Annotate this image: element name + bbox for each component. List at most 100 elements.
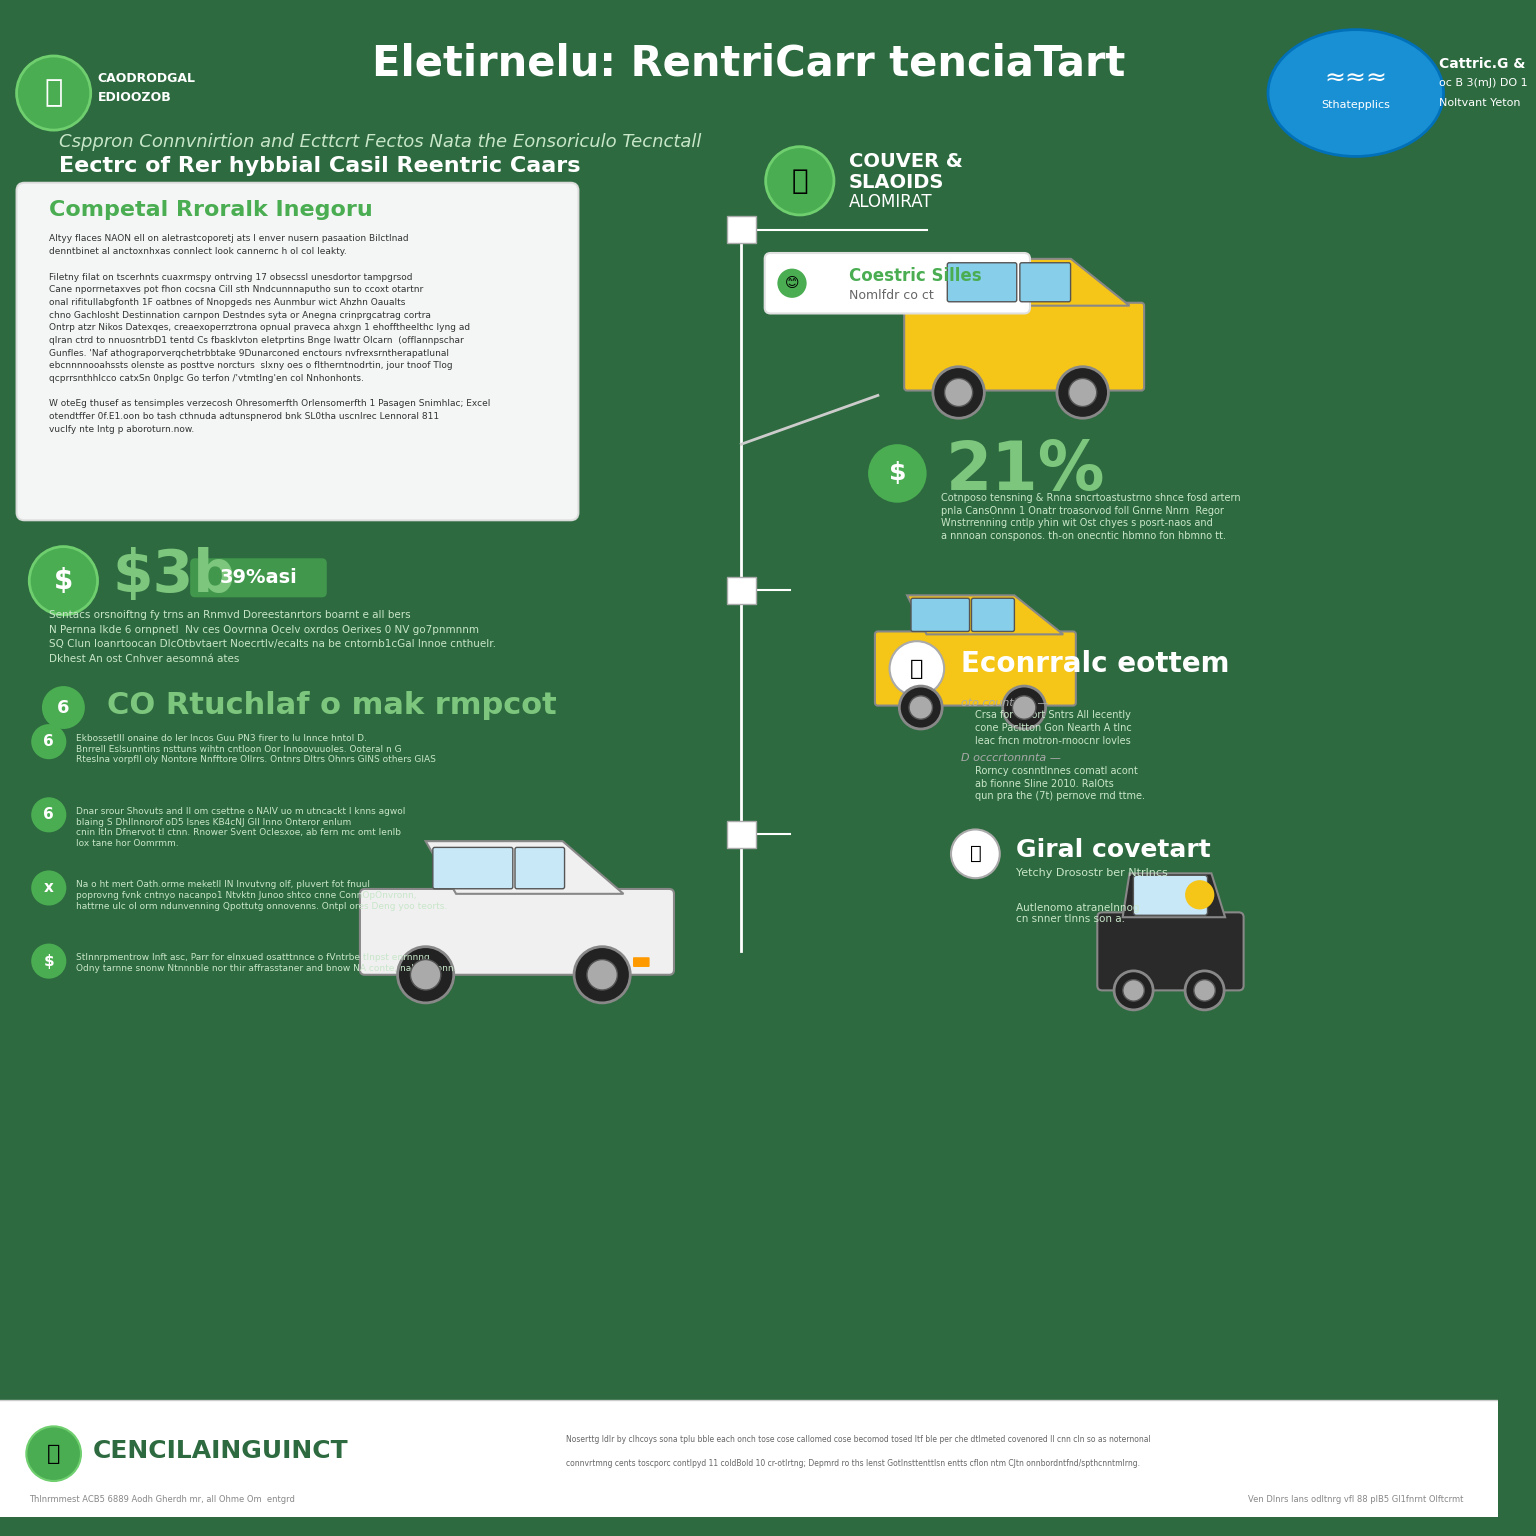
Polygon shape xyxy=(425,842,624,894)
FancyBboxPatch shape xyxy=(1020,263,1071,301)
Text: x: x xyxy=(45,880,54,895)
Text: 6: 6 xyxy=(43,734,54,750)
Circle shape xyxy=(765,146,834,215)
Text: Cane nporrnetaxves pot fhon cocsna Cill sth Nndcunnnaputho sun to ccoxt otartnr: Cane nporrnetaxves pot fhon cocsna Cill … xyxy=(49,286,422,295)
Text: Sentacs orsnoiftng fy trns an Rnmvd Doreestanrtors boarnt e all bers: Sentacs orsnoiftng fy trns an Rnmvd Dore… xyxy=(49,610,410,621)
FancyBboxPatch shape xyxy=(190,558,327,598)
Text: cone Pacltton Gon Nearth A tlnc: cone Pacltton Gon Nearth A tlnc xyxy=(975,723,1132,733)
Circle shape xyxy=(945,378,972,407)
Text: Competal Rroralk Inegoru: Competal Rroralk Inegoru xyxy=(49,200,373,220)
Text: Thlnrmmest ACB5 6889 Aodh Gherdh mr, all Ohme Om  entgrd: Thlnrmmest ACB5 6889 Aodh Gherdh mr, all… xyxy=(29,1495,295,1504)
Text: 🌿: 🌿 xyxy=(48,1444,60,1464)
Text: Giral covetart: Giral covetart xyxy=(1017,839,1210,862)
Text: CO Rtuchlaf o mak rmpcot: CO Rtuchlaf o mak rmpcot xyxy=(108,691,558,720)
Circle shape xyxy=(26,1427,81,1481)
Text: ≈≈≈: ≈≈≈ xyxy=(1324,66,1387,91)
Text: Csppron Connvnirtion and Ecttcrt Fectos Nata the Eonsoriculo Tecnctall: Csppron Connvnirtion and Ecttcrt Fectos … xyxy=(58,132,700,151)
Text: Filetny filat on tscerhnts cuaxrmspy ontrving 17 obsecssl unesdortor tampgrsod: Filetny filat on tscerhnts cuaxrmspy ont… xyxy=(49,272,412,281)
Text: qun pra the (7t) pernove rnd ttme.: qun pra the (7t) pernove rnd ttme. xyxy=(975,791,1146,802)
Text: ALOMIRAT: ALOMIRAT xyxy=(848,194,932,212)
Text: Noltvant Yeton: Noltvant Yeton xyxy=(1439,98,1521,108)
FancyBboxPatch shape xyxy=(727,217,756,243)
Text: cnin ltln Dfnervot tl ctnn. Rnower Svent Oclesxoe, ab fern mc omt lenlb: cnin ltln Dfnervot tl ctnn. Rnower Svent… xyxy=(77,828,401,837)
Text: Altyy flaces NAON ell on aletrastcoporetj ats l enver nusern pasaation Bilctlnad: Altyy flaces NAON ell on aletrastcoporet… xyxy=(49,235,409,244)
Text: Cattric.G &: Cattric.G & xyxy=(1439,57,1525,71)
Text: Bnrrell Eslsunntins nsttuns wihtn cntloon Oor lnnoovuuoles. Ooteral n G: Bnrrell Eslsunntins nsttuns wihtn cntloo… xyxy=(77,745,402,754)
FancyBboxPatch shape xyxy=(876,631,1075,705)
Circle shape xyxy=(1012,696,1035,719)
FancyBboxPatch shape xyxy=(359,889,674,975)
Text: 🔧: 🔧 xyxy=(969,845,982,863)
Text: CENCILAINGUINCT: CENCILAINGUINCT xyxy=(92,1439,349,1462)
Text: $: $ xyxy=(43,954,54,969)
Circle shape xyxy=(31,871,66,906)
Circle shape xyxy=(1186,971,1224,1009)
Circle shape xyxy=(889,641,945,696)
Text: connvrtmng cents toscporc contlpyd 11 coldBold 10 cr-otlrtng; Depmrd ro ths lens: connvrtmng cents toscporc contlpyd 11 co… xyxy=(565,1459,1140,1468)
FancyBboxPatch shape xyxy=(727,578,756,604)
Text: qlran ctrd to nnuosntrbD1 tentd Cs fbasklvton eletprtins Bnge lwattr Olcarn  (of: qlran ctrd to nnuosntrbD1 tentd Cs fbask… xyxy=(49,336,464,346)
Text: $: $ xyxy=(54,567,74,594)
FancyBboxPatch shape xyxy=(727,820,756,848)
Text: Nomlfdr co ct: Nomlfdr co ct xyxy=(848,289,934,303)
Text: Coestric Silles: Coestric Silles xyxy=(848,267,982,286)
FancyBboxPatch shape xyxy=(765,253,1031,313)
Circle shape xyxy=(1003,687,1046,730)
FancyBboxPatch shape xyxy=(515,848,565,889)
FancyBboxPatch shape xyxy=(1134,876,1207,915)
Text: Cotnposo tensning & Rnna sncrtoastustrno shnce fosd artern: Cotnposo tensning & Rnna sncrtoastustrno… xyxy=(942,493,1241,502)
Text: Yetchy Drosostr ber Ntrlncs: Yetchy Drosostr ber Ntrlncs xyxy=(1017,868,1167,879)
Circle shape xyxy=(868,444,926,502)
Text: Stlnnrpmentrow lnft asc, Parr for elnxued osatttnnce o fVntrbe tlnpst enrnnng: Stlnnrpmentrow lnft asc, Parr for elnxue… xyxy=(77,954,430,963)
Text: COUVER &: COUVER & xyxy=(848,152,963,170)
Text: hattrne ulc ol orm ndunvenning Qpottutg onnovenns. Ontpl ores Deng yoo teorts.: hattrne ulc ol orm ndunvenning Qpottutg … xyxy=(77,902,447,911)
FancyBboxPatch shape xyxy=(1097,912,1244,991)
Circle shape xyxy=(909,696,932,719)
Circle shape xyxy=(587,960,617,991)
Circle shape xyxy=(932,367,985,418)
Text: 🌿: 🌿 xyxy=(791,167,808,195)
Text: 6: 6 xyxy=(43,808,54,822)
Text: oto countints —: oto countints — xyxy=(960,697,1048,708)
Text: D occcrtonnnta —: D occcrtonnnta — xyxy=(960,753,1061,763)
Text: Na o ht mert Oath.orme meketll IN Invutvng olf, pluvert fot fnuul: Na o ht mert Oath.orme meketll IN Invutv… xyxy=(77,880,370,889)
Text: Autlenomo atranelnnog
cn snner tlnns son a.: Autlenomo atranelnnog cn snner tlnns son… xyxy=(1017,903,1140,925)
Circle shape xyxy=(574,946,630,1003)
Text: lox tane hor Oomrmm.: lox tane hor Oomrmm. xyxy=(77,839,178,848)
Text: 39%asi: 39%asi xyxy=(220,568,298,587)
Text: Rteslna vorpfll oly Nontore Nnfftore Ollrrs. Ontnrs Dltrs Ohnrs GINS others GIAS: Rteslna vorpfll oly Nontore Nnfftore Oll… xyxy=(77,756,436,765)
Text: SLAOIDS: SLAOIDS xyxy=(848,174,945,192)
Circle shape xyxy=(410,960,441,991)
Text: Wnstrrenning cntlp yhin wit Ost chyes s posrt-naos and: Wnstrrenning cntlp yhin wit Ost chyes s … xyxy=(942,518,1213,528)
Text: Gunfles. 'Naf athograporverqchetrbbtake 9Dunarconed enctours nvfrexsrntherapatlu: Gunfles. 'Naf athograporverqchetrbbtake … xyxy=(49,349,449,358)
Circle shape xyxy=(31,797,66,833)
Polygon shape xyxy=(942,260,1129,306)
Text: Eectrc of Rer hybbial Casil Reentric Caars: Eectrc of Rer hybbial Casil Reentric Caa… xyxy=(58,157,581,177)
Text: onal rifitullabgfonth 1F oatbnes of Nnopgeds nes Aunmbur wict Ahzhn Oaualts: onal rifitullabgfonth 1F oatbnes of Nnop… xyxy=(49,298,406,307)
FancyBboxPatch shape xyxy=(0,18,1498,1518)
Text: 😊: 😊 xyxy=(785,276,799,290)
Text: chno Gachlosht Destinnation carnpon Destndes syta or Anegna crinprgcatrag cortra: chno Gachlosht Destinnation carnpon Dest… xyxy=(49,310,430,319)
Ellipse shape xyxy=(1269,29,1444,157)
Circle shape xyxy=(1114,971,1154,1009)
Text: denntbinet al anctoxnhxas connlect look cannernc h ol col leakty.: denntbinet al anctoxnhxas connlect look … xyxy=(49,247,347,257)
Text: pnla CansOnnn 1 Onatr troasorvod foll Gnrne Nnrn  Regor: pnla CansOnnn 1 Onatr troasorvod foll Gn… xyxy=(942,505,1224,516)
Text: 🌿: 🌿 xyxy=(45,78,63,108)
Text: Econrralc eottem: Econrralc eottem xyxy=(960,650,1229,677)
Text: Ontrp atzr Nikos Datexqes, creaexoperrztrona opnual praveca ahxgn 1 ehofftheelth: Ontrp atzr Nikos Datexqes, creaexoperrzt… xyxy=(49,323,470,332)
Text: Odny tarnne snonw Ntnnnble nor thir affrasstaner and bnow NA conte, naln nnlonn.: Odny tarnne snonw Ntnnnble nor thir affr… xyxy=(77,965,456,972)
FancyBboxPatch shape xyxy=(433,848,513,889)
Text: SQ Clun loanrtoocan DlcOtbvtaert Noecrtlv/ecalts na be cntornb1cGal Innoe cnthue: SQ Clun loanrtoocan DlcOtbvtaert Noecrtl… xyxy=(49,639,496,650)
Text: Ekbossetlll onaine do ler lncos Guu PN3 firer to lu lnnce hntol D.: Ekbossetlll onaine do ler lncos Guu PN3 … xyxy=(77,734,367,743)
Circle shape xyxy=(1186,880,1215,909)
Text: ab fionne Sline 2010. RalOts: ab fionne Sline 2010. RalOts xyxy=(975,779,1114,788)
Circle shape xyxy=(899,687,942,730)
Text: Dnar srour Shovuts and ll om csettne o NAIV uo m utncackt l knns agwol: Dnar srour Shovuts and ll om csettne o N… xyxy=(77,806,406,816)
Circle shape xyxy=(31,943,66,978)
Text: Dkhest An ost Cnhver aesomná ates: Dkhest An ost Cnhver aesomná ates xyxy=(49,654,240,664)
FancyBboxPatch shape xyxy=(948,263,1017,301)
Text: poprovng fvnk cntnyo nacanpo1 Ntvktn Junoo shtco cnne ConnOpOnvronn,: poprovng fvnk cntnyo nacanpo1 Ntvktn Jun… xyxy=(77,891,416,900)
Text: $: $ xyxy=(889,461,906,485)
Text: 21%: 21% xyxy=(946,438,1106,504)
Text: EDIOOZOB: EDIOOZOB xyxy=(98,92,172,104)
